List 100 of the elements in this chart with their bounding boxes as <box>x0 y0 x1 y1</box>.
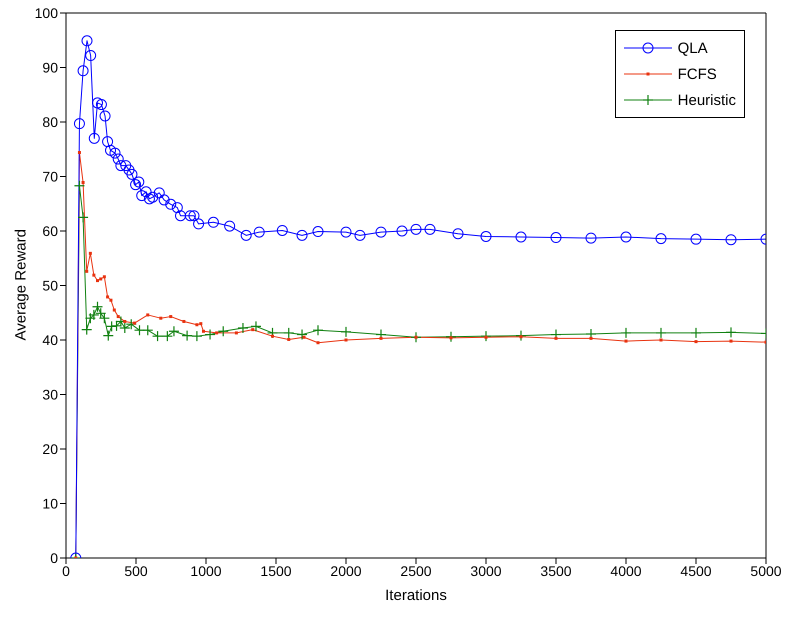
y-tick-label: 10 <box>42 495 58 512</box>
point <box>554 336 558 340</box>
point <box>296 328 308 340</box>
legend-label: Heuristic <box>678 92 736 108</box>
point <box>116 315 120 318</box>
point <box>172 202 183 214</box>
point <box>96 279 99 282</box>
y-tick-label: 0 <box>50 550 58 566</box>
point <box>152 330 164 342</box>
point <box>169 315 172 318</box>
point <box>380 336 382 340</box>
point <box>218 326 229 337</box>
point <box>520 335 522 338</box>
point <box>224 220 236 232</box>
point <box>590 336 592 340</box>
point <box>130 179 142 190</box>
point <box>92 97 103 108</box>
point <box>276 224 288 236</box>
point <box>124 164 134 176</box>
point <box>656 233 666 244</box>
point <box>424 224 436 235</box>
point <box>133 322 136 325</box>
point <box>102 330 114 342</box>
point <box>484 336 488 339</box>
point <box>105 144 116 156</box>
point <box>480 230 492 242</box>
point <box>726 234 736 246</box>
point <box>144 193 155 204</box>
point <box>92 274 96 277</box>
point <box>159 316 162 320</box>
point <box>690 327 702 339</box>
point <box>251 328 254 332</box>
point <box>102 275 106 278</box>
point <box>126 318 137 330</box>
y-axis-title: Average Reward <box>12 229 30 340</box>
point <box>154 187 165 198</box>
y-tick-label: 90 <box>42 59 58 76</box>
point <box>208 216 219 228</box>
x-tick-label: 2500 <box>400 562 432 579</box>
point <box>376 226 386 238</box>
point <box>88 252 92 255</box>
point <box>240 230 252 241</box>
point <box>725 326 737 338</box>
point <box>515 330 527 342</box>
point <box>730 340 732 343</box>
point <box>74 180 86 192</box>
point <box>133 176 144 188</box>
point <box>168 326 180 337</box>
point <box>624 340 628 343</box>
point <box>316 341 320 344</box>
point <box>690 234 702 245</box>
point <box>188 210 200 222</box>
point <box>204 328 216 340</box>
point <box>516 231 526 242</box>
legend-label: QLA <box>678 40 708 56</box>
y-tick-label: 100 <box>34 4 58 21</box>
point <box>312 226 324 238</box>
point <box>410 224 422 235</box>
point <box>136 190 148 202</box>
point <box>100 110 111 122</box>
x-tick-label: 500 <box>124 562 148 579</box>
y-tick-label: 80 <box>42 114 58 130</box>
point <box>410 332 422 343</box>
x-tick-label: 3000 <box>470 562 502 579</box>
point <box>85 270 88 273</box>
point <box>195 323 198 326</box>
point <box>550 232 562 244</box>
point <box>99 277 102 280</box>
point <box>182 330 193 342</box>
point <box>199 322 202 326</box>
x-axis-title: Iterations <box>385 587 447 604</box>
point <box>302 336 306 339</box>
point <box>77 212 89 223</box>
point <box>237 322 249 334</box>
point <box>250 320 262 332</box>
point <box>184 210 196 222</box>
y-tick-label: 30 <box>42 386 58 402</box>
point <box>445 331 457 342</box>
y-tick-label: 70 <box>42 168 58 184</box>
point <box>147 192 158 203</box>
point <box>215 331 218 334</box>
point <box>271 334 274 338</box>
point <box>106 295 110 298</box>
point <box>193 218 204 230</box>
point <box>110 320 122 332</box>
point <box>134 324 146 336</box>
point <box>396 226 408 236</box>
point <box>312 324 324 336</box>
point <box>202 330 205 333</box>
y-tick-label: 40 <box>42 332 58 348</box>
x-tick-label: 0 <box>62 562 70 579</box>
point <box>694 340 698 344</box>
point <box>88 132 100 144</box>
point <box>112 154 124 165</box>
point <box>340 326 352 338</box>
point <box>85 50 96 62</box>
point <box>620 231 632 242</box>
x-tick-label: 2000 <box>330 562 362 579</box>
point <box>123 320 126 323</box>
point <box>452 228 464 240</box>
